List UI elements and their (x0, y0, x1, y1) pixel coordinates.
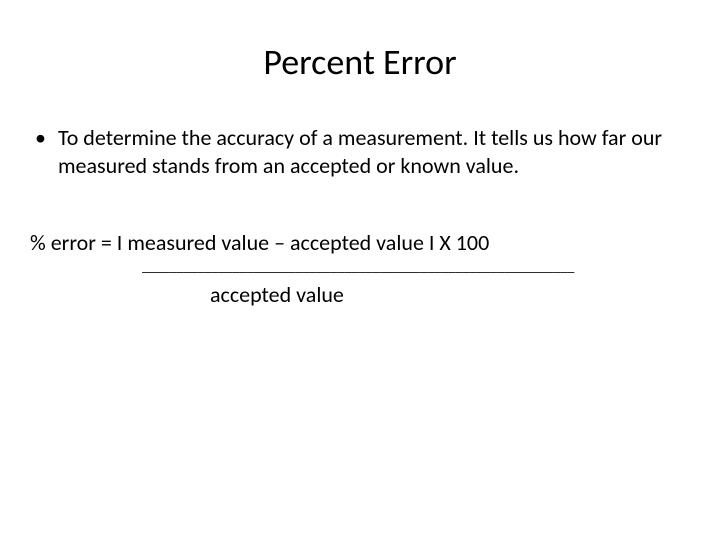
formula-divider: ________________________________________… (142, 258, 690, 275)
bullet-marker: • (35, 124, 46, 153)
formula-numerator: % error = I measured value – accepted va… (30, 229, 690, 256)
formula-section: % error = I measured value – accepted va… (30, 229, 690, 308)
formula-denominator: accepted value (210, 281, 690, 308)
slide-title: Percent Error (30, 40, 690, 84)
bullet-text: To determine the accuracy of a measureme… (58, 124, 690, 179)
bullet-item: • To determine the accuracy of a measure… (30, 124, 690, 179)
